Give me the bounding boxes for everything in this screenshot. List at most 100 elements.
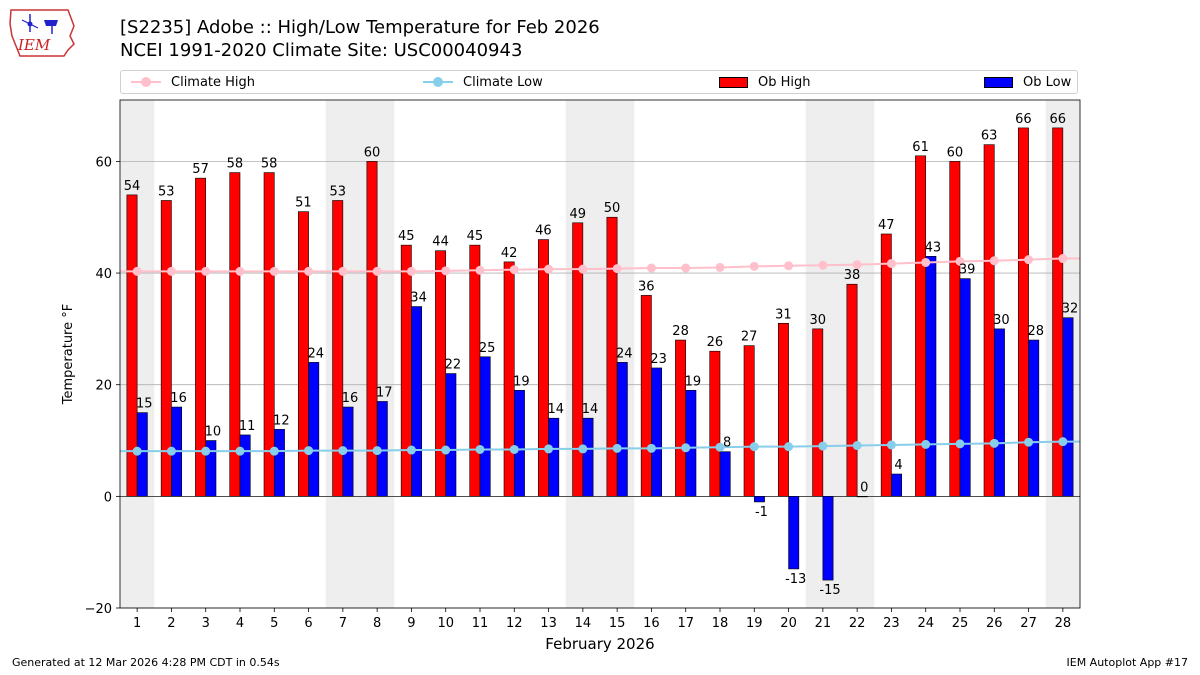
climate-low-point [1024,437,1034,447]
ob-high-bar [983,144,995,497]
x-tick-label: 1 [133,616,141,631]
ob-high-bar [435,250,447,497]
x-tick-label: 5 [270,616,278,631]
ob-high-bar [1017,127,1029,497]
ob-low-value-label: 19 [513,374,530,389]
climate-high-point [406,266,416,276]
x-tick-label: 15 [609,616,626,631]
climate-low-point [441,445,451,455]
ob-low-value-label: 14 [582,402,599,417]
footer-generated-text: Generated at 12 Mar 2026 4:28 PM CDT in … [12,656,280,669]
ob-low-value-label: 8 [723,436,731,451]
y-tick-label: 40 [95,267,112,282]
climate-high-point [955,256,965,266]
ob-high-value-label: 45 [467,229,484,244]
climate-high-point [201,266,211,276]
ob-high-bar [640,295,652,497]
x-tick-label: 17 [677,616,694,631]
x-tick-label: 19 [746,616,763,631]
climate-high-point [989,256,999,266]
x-tick-label: 28 [1055,616,1072,631]
plot-frame [119,99,1081,609]
ob-low-value-label: 15 [136,397,153,412]
ob-low-value-label: 22 [445,358,462,373]
ob-high-bar [126,194,138,497]
ob-high-bar [709,350,721,497]
x-tick-label: 10 [437,616,454,631]
ob-low-value-label: 16 [170,391,187,406]
chart-legend: Climate High Climate Low Ob High Ob Low [120,70,1078,94]
climate-high-point [132,266,142,276]
ob-low-bar [273,429,285,497]
ob-high-bar [469,244,481,497]
ob-low-bar [582,417,594,497]
climate-low-point [612,443,622,453]
x-tick-label: 4 [236,616,244,631]
ob-high-bar [812,328,824,497]
x-tick-label: 18 [712,616,729,631]
climate-high-point [166,266,176,276]
climate-low-point [749,442,759,452]
ob-high-bar [743,345,755,497]
y-tick-label: −20 [85,602,112,617]
climate-high-point [886,259,896,269]
ob-high-bar [675,339,687,497]
ob-low-value-label: 16 [342,391,359,406]
x-tick-label: 13 [540,616,557,631]
climate-low-point [681,443,691,453]
climate-low-point [955,439,965,449]
climate-high-point [715,262,725,272]
climate-high-point [749,261,759,271]
ob-low-value-label: -13 [785,572,806,587]
x-axis-label: February 2026 [545,635,654,653]
x-tick-label: 24 [917,616,934,631]
climate-high-point [921,257,931,267]
x-tick-label: 3 [202,616,210,631]
ob-high-value-label: 47 [878,218,895,233]
ob-low-box-icon [983,75,1013,89]
x-tick-label: 20 [780,616,797,631]
climate-high-line-icon [131,75,161,89]
ob-low-bar [205,440,217,497]
ob-low-bar [959,278,971,497]
ob-high-bar [195,177,207,497]
ob-low-value-label: 19 [685,374,702,389]
climate-high-point [852,260,862,270]
ob-low-value-label: 11 [239,419,256,434]
legend-label-ob-high: Ob High [758,74,811,90]
climate-low-point [818,441,828,451]
ob-low-bar [856,496,868,498]
climate-high-point [1058,254,1068,264]
x-tick-label: 7 [339,616,347,631]
ob-high-bar [537,239,549,497]
climate-low-point [886,440,896,450]
climate-high-point [338,266,348,276]
ob-high-value-label: 44 [432,235,449,250]
climate-low-point [544,444,554,454]
ob-low-value-label: 34 [410,291,427,306]
y-tick-label: 0 [104,490,112,505]
ob-high-value-label: 63 [981,129,998,144]
climate-high-point [646,263,656,273]
ob-low-value-label: 17 [376,385,393,400]
x-tick-label: 14 [575,616,592,631]
legend-item-climate-low: Climate Low [423,71,543,93]
ob-high-value-label: 46 [535,224,552,239]
x-tick-label: 23 [883,616,900,631]
ob-low-bar [1028,339,1040,497]
climate-high-point [612,264,622,274]
legend-label-climate-high: Climate High [171,74,256,90]
x-tick-label: 21 [815,616,832,631]
y-axis-label: Temperature °F [61,304,76,405]
ob-high-value-label: 31 [775,307,792,322]
climate-high-point [784,261,794,271]
ob-low-bar [925,256,937,497]
ob-high-bar [606,216,618,497]
ob-low-bar [239,434,251,497]
climate-high-point [475,265,485,275]
ob-high-value-label: 54 [124,179,141,194]
ob-low-bar [753,496,765,503]
climate-low-point [921,439,931,449]
climate-low-point [235,446,245,456]
